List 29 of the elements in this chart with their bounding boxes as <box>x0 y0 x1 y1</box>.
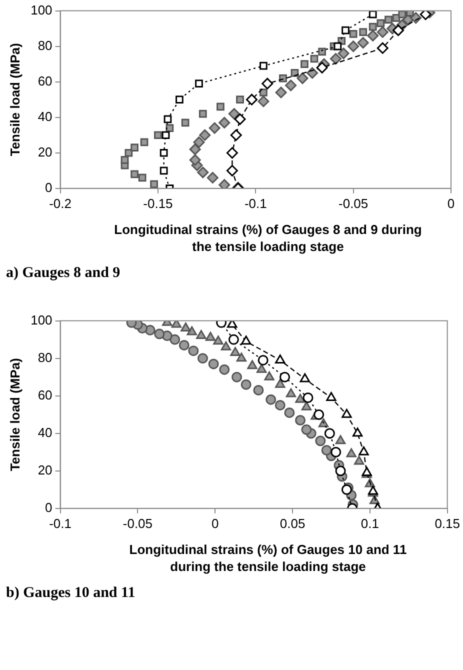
y-tick-label: 20 <box>38 462 52 478</box>
y-axis-title: Tensile load (MPa) <box>7 358 22 472</box>
x-tick-label: -0.1 <box>244 196 267 211</box>
y-tick-label: 40 <box>38 108 52 124</box>
y-tick-label: 60 <box>38 387 52 402</box>
y-tick-label: 0 <box>45 180 52 195</box>
x-tick-label: -0.05 <box>338 196 368 211</box>
x-tick-label: 0 <box>211 516 219 531</box>
text: b) Gauges 10 and 11 <box>6 585 136 602</box>
x-axis-title: Longitudinal strains (%) of Gauges 8 and 9 during the tensile loading stage <box>113 221 423 255</box>
y-tick-label: 80 <box>38 350 52 365</box>
x-tick-label: -0.05 <box>122 516 153 531</box>
x-tick-label: -0.1 <box>49 516 72 531</box>
y-axis-title: Tensile load (MPa) <box>7 43 22 156</box>
y-tick-label: 60 <box>38 73 52 88</box>
y-tick-label: 40 <box>38 424 52 440</box>
y-tick-label: 80 <box>38 38 52 53</box>
y-tick-label: 20 <box>38 144 52 160</box>
y-tick-label: 100 <box>30 312 52 328</box>
x-tick-label: -0.2 <box>49 196 72 211</box>
x-tick-label: 0.1 <box>360 516 379 531</box>
x-axis-title: Longitudinal strains (%) of Gauges 10 and 11 during the tensile loading stage <box>128 541 408 575</box>
x-tick-label: -0.15 <box>143 196 173 211</box>
x-tick-label: 0.15 <box>434 516 460 531</box>
x-tick-label: 0.05 <box>280 516 306 531</box>
y-tick-label: 0 <box>45 500 52 515</box>
y-tick-label: 100 <box>30 2 52 18</box>
x-tick-label: 0 <box>447 196 455 211</box>
text: a) Gauges 8 and 9 <box>6 265 122 282</box>
